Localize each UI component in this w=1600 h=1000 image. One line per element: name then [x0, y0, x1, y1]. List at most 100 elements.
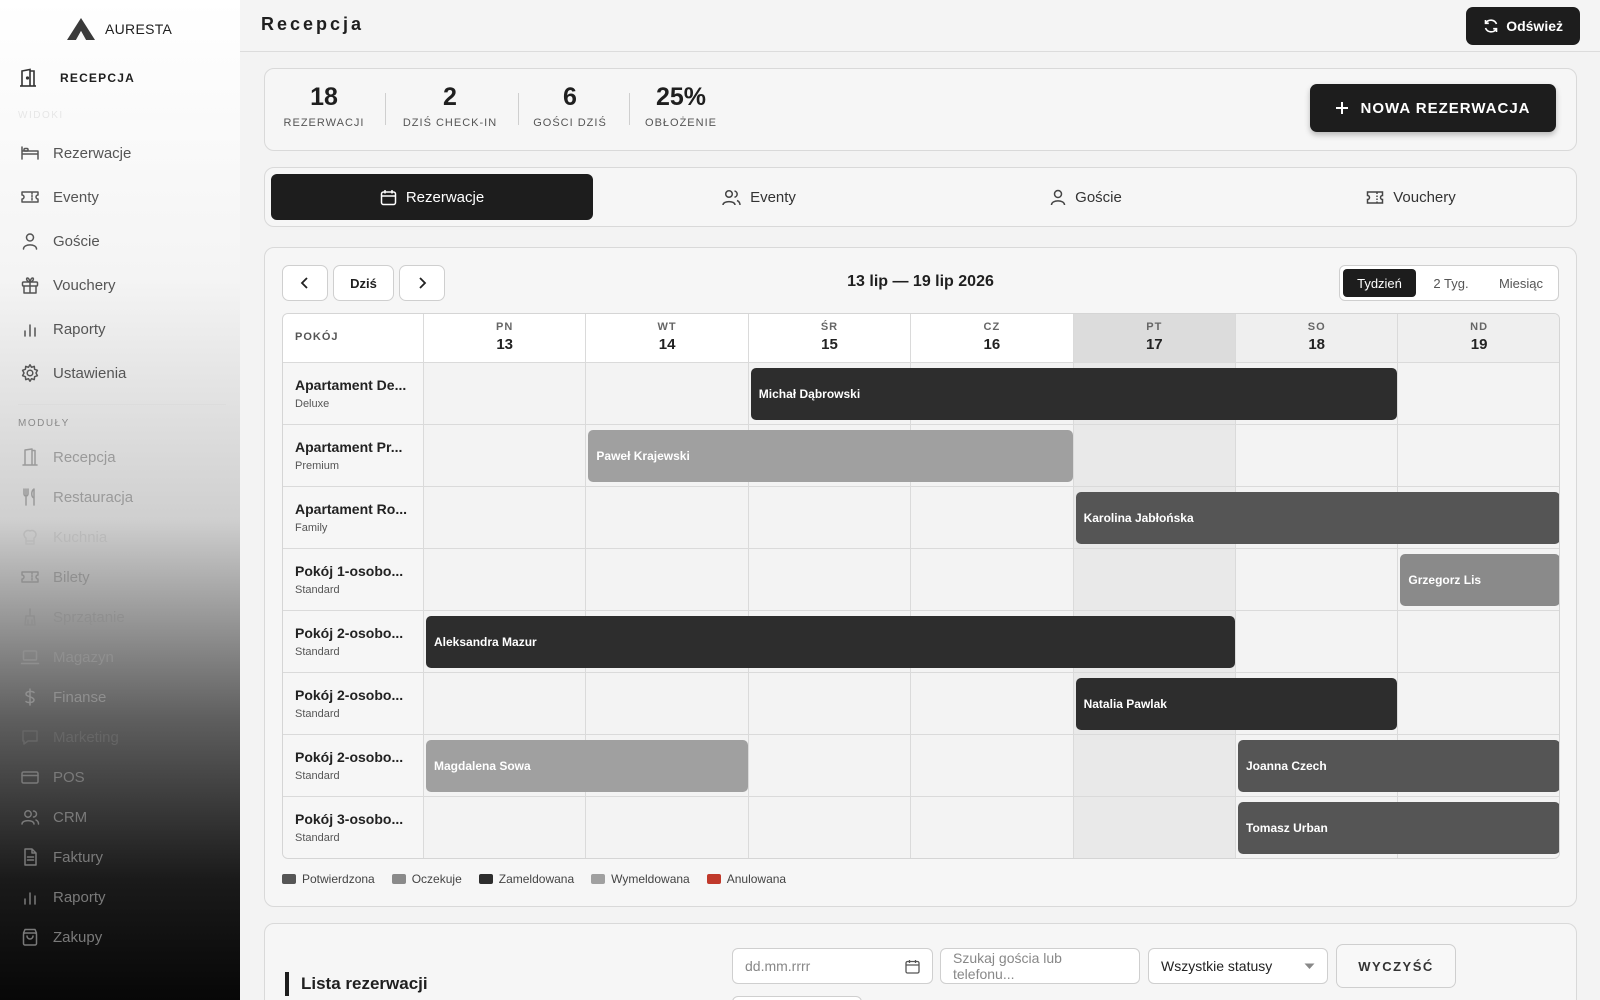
- day-cell[interactable]: [1073, 797, 1236, 858]
- sidebar-item-marketing[interactable]: Marketing: [20, 727, 119, 747]
- reservation-bar[interactable]: Grzegorz Lis: [1400, 554, 1559, 606]
- day-cell[interactable]: [748, 487, 912, 549]
- day-cell[interactable]: [1073, 549, 1236, 611]
- day-header[interactable]: WT 14: [586, 314, 749, 363]
- day-cell[interactable]: [424, 425, 587, 487]
- day-cell[interactable]: [1073, 425, 1236, 487]
- refresh-icon: [1483, 18, 1499, 34]
- legend-label: Anulowana: [726, 872, 787, 886]
- sidebar-item-bilety[interactable]: Bilety: [20, 567, 90, 587]
- day-header[interactable]: PT 17: [1073, 314, 1236, 363]
- reservation-bar[interactable]: Karolina Jabłońska: [1075, 492, 1559, 544]
- day-cell[interactable]: [911, 797, 1074, 858]
- day-cell[interactable]: [586, 797, 749, 858]
- sidebar-item-vouchery[interactable]: Vouchery: [20, 275, 116, 295]
- sidebar-item-ustawienia[interactable]: Ustawienia: [20, 363, 126, 383]
- day-cell[interactable]: [1236, 611, 1399, 673]
- day-cell[interactable]: [586, 363, 749, 425]
- day-cell[interactable]: [586, 673, 749, 735]
- secondary-filter-input[interactable]: [732, 996, 862, 1000]
- day-cell[interactable]: [424, 673, 587, 735]
- reservation-bar[interactable]: Michał Dąbrowski: [750, 368, 1398, 420]
- reservation-bar[interactable]: Tomasz Urban: [1238, 802, 1559, 854]
- view-month[interactable]: Miesiąc: [1498, 275, 1544, 291]
- sidebar-item-pos[interactable]: POS: [20, 767, 85, 787]
- room-type: Standard: [295, 584, 340, 596]
- room-type: Deluxe: [295, 398, 330, 410]
- sidebar-item-label: Marketing: [53, 728, 119, 746]
- day-header[interactable]: ND 19: [1398, 314, 1559, 363]
- legend-item: Oczekuje: [391, 872, 462, 886]
- guest-search-input[interactable]: Szukaj gościa lub telefonu...: [940, 948, 1140, 984]
- reservation-bar[interactable]: Magdalena Sowa: [426, 740, 748, 792]
- day-cell[interactable]: [748, 735, 912, 797]
- stat-occupancy: 25% OBŁOŻENIE: [641, 83, 721, 129]
- sidebar-item-crm[interactable]: CRM: [20, 807, 87, 827]
- reservation-bar[interactable]: Paweł Krajewski: [588, 430, 1073, 482]
- tab-goscie[interactable]: Goście: [925, 174, 1247, 220]
- sidebar-item-kuchnia[interactable]: Kuchnia: [20, 527, 107, 547]
- sidebar-item-finanse[interactable]: Finanse: [20, 687, 106, 707]
- next-week-button[interactable]: [399, 265, 445, 301]
- day-cell[interactable]: [424, 487, 587, 549]
- day-cell[interactable]: [424, 549, 587, 611]
- view-two-weeks[interactable]: 2 Tyg.: [1433, 275, 1469, 291]
- prev-week-button[interactable]: [282, 265, 328, 301]
- day-cell[interactable]: [911, 487, 1074, 549]
- date-filter-input[interactable]: dd.mm.rrrr: [732, 948, 933, 984]
- day-name: SO: [1307, 321, 1326, 333]
- day-cell[interactable]: [1398, 611, 1559, 673]
- sidebar-item-recepcja[interactable]: Recepcja: [20, 447, 116, 467]
- tab-eventy[interactable]: Eventy: [598, 174, 920, 220]
- day-header[interactable]: PN 13: [424, 314, 587, 363]
- tab-rezerwacje[interactable]: Rezerwacje: [271, 174, 593, 220]
- room-type: Standard: [295, 832, 340, 844]
- status-filter-value: Wszystkie statusy: [1161, 958, 1273, 974]
- day-header[interactable]: CZ 16: [911, 314, 1074, 363]
- reservation-bar[interactable]: Aleksandra Mazur: [426, 616, 1235, 668]
- day-cell[interactable]: [424, 797, 587, 858]
- day-number: 14: [658, 336, 676, 353]
- day-cell[interactable]: [1236, 549, 1399, 611]
- day-cell[interactable]: [424, 363, 587, 425]
- day-header[interactable]: ŚR 15: [748, 314, 912, 363]
- sidebar-item-faktury[interactable]: Faktury: [20, 847, 103, 867]
- brand[interactable]: AURESTA: [66, 17, 172, 41]
- day-cell[interactable]: [1073, 735, 1236, 797]
- day-cell[interactable]: [1398, 673, 1559, 735]
- new-reservation-button[interactable]: NOWA REZERWACJA: [1310, 84, 1556, 132]
- sidebar-item-raporty[interactable]: Raporty: [20, 319, 106, 339]
- tab-vouchery[interactable]: Vouchery: [1250, 174, 1572, 220]
- clear-filters-button[interactable]: WYCZYŚĆ: [1336, 944, 1456, 988]
- sidebar-item-eventy[interactable]: Eventy: [20, 187, 99, 207]
- sidebar-item-restauracja[interactable]: Restauracja: [20, 487, 133, 507]
- day-header[interactable]: SO 18: [1236, 314, 1399, 363]
- day-cell[interactable]: [911, 549, 1074, 611]
- sidebar-item-rezerwacje[interactable]: Rezerwacje: [20, 143, 131, 163]
- day-cell[interactable]: [1398, 425, 1559, 487]
- sidebar-item-sprzątanie[interactable]: Sprzątanie: [20, 607, 125, 627]
- view-week[interactable]: Tydzień: [1343, 269, 1416, 297]
- sidebar-item-zakupy[interactable]: Zakupy: [20, 927, 102, 947]
- day-cell[interactable]: [911, 735, 1074, 797]
- sidebar-item-raporty[interactable]: Raporty: [20, 887, 106, 907]
- sidebar-active-recepcja[interactable]: RECEPCJA: [18, 68, 135, 88]
- day-cell[interactable]: [748, 549, 912, 611]
- day-cell[interactable]: [911, 673, 1074, 735]
- day-cell[interactable]: [748, 673, 912, 735]
- ticket-icon: [1366, 190, 1384, 205]
- day-cell[interactable]: [1398, 363, 1559, 425]
- sidebar-item-magazyn[interactable]: Magazyn: [20, 647, 114, 667]
- reservation-bar[interactable]: Joanna Czech: [1238, 740, 1559, 792]
- day-cell[interactable]: [1236, 425, 1399, 487]
- top-bar: Recepcja Odśwież: [240, 0, 1600, 52]
- day-cell[interactable]: [748, 797, 912, 858]
- status-filter-select[interactable]: Wszystkie statusy: [1148, 948, 1328, 984]
- sidebar-section-modules: MODUŁY: [18, 418, 70, 429]
- reservation-bar[interactable]: Natalia Pawlak: [1075, 678, 1398, 730]
- day-cell[interactable]: [586, 549, 749, 611]
- sidebar-item-goście[interactable]: Goście: [20, 231, 100, 251]
- day-cell[interactable]: [586, 487, 749, 549]
- today-button[interactable]: Dziś: [333, 265, 394, 301]
- refresh-button[interactable]: Odśwież: [1466, 7, 1580, 45]
